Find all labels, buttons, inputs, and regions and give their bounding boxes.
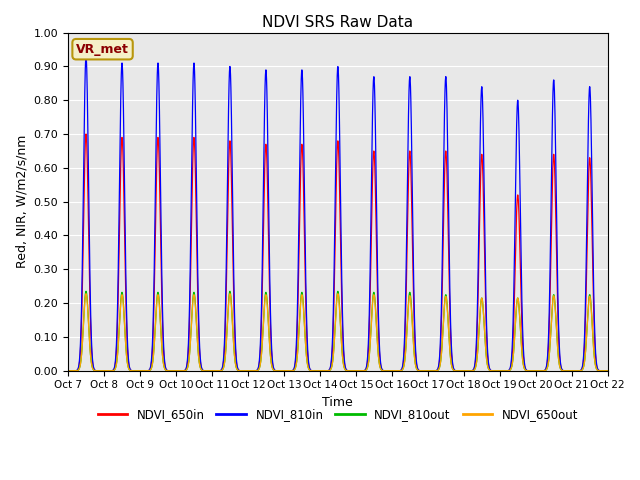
- Line: NDVI_810in: NDVI_810in: [68, 56, 608, 371]
- NDVI_810in: [294, 243, 302, 249]
- NDVI_650in: [294, 274, 302, 280]
- NDVI_650out: [64, 368, 72, 373]
- NDVI_650in: [593, 365, 601, 371]
- Line: NDVI_650in: NDVI_650in: [68, 134, 608, 371]
- NDVI_650out: [82, 291, 90, 297]
- NDVI_650out: [158, 344, 166, 349]
- NDVI_810out: [604, 368, 612, 373]
- NDVI_810in: [158, 270, 166, 276]
- X-axis label: Time: Time: [323, 396, 353, 409]
- NDVI_650in: [604, 368, 612, 373]
- NDVI_810in: [126, 365, 134, 371]
- NDVI_650in: [126, 366, 134, 372]
- NDVI_650in: [64, 368, 72, 373]
- NDVI_810in: [271, 368, 279, 373]
- NDVI_810in: [604, 368, 612, 373]
- NDVI_650out: [126, 367, 134, 373]
- NDVI_810out: [294, 336, 302, 341]
- NDVI_810out: [64, 368, 72, 373]
- NDVI_650in: [535, 368, 543, 373]
- NDVI_650in: [158, 294, 166, 300]
- NDVI_810out: [535, 368, 543, 373]
- NDVI_650out: [593, 367, 601, 373]
- NDVI_810out: [82, 288, 90, 294]
- Y-axis label: Red, NIR, W/m2/s/nm: Red, NIR, W/m2/s/nm: [15, 135, 28, 268]
- Legend: NDVI_650in, NDVI_810in, NDVI_810out, NDVI_650out: NDVI_650in, NDVI_810in, NDVI_810out, NDV…: [93, 403, 582, 426]
- NDVI_650out: [271, 368, 279, 373]
- Line: NDVI_810out: NDVI_810out: [68, 291, 608, 371]
- NDVI_810out: [271, 368, 279, 373]
- NDVI_810out: [593, 367, 601, 373]
- Title: NDVI SRS Raw Data: NDVI SRS Raw Data: [262, 15, 413, 30]
- Line: NDVI_650out: NDVI_650out: [68, 294, 608, 371]
- NDVI_810out: [158, 343, 166, 348]
- NDVI_810out: [126, 367, 134, 373]
- NDVI_650in: [271, 368, 279, 373]
- NDVI_810in: [82, 53, 90, 59]
- NDVI_810in: [535, 368, 543, 373]
- NDVI_650in: [82, 131, 90, 137]
- NDVI_810in: [593, 365, 601, 371]
- Text: VR_met: VR_met: [76, 43, 129, 56]
- NDVI_810in: [64, 368, 72, 373]
- NDVI_650out: [294, 336, 302, 342]
- NDVI_650out: [535, 368, 543, 373]
- NDVI_650out: [604, 368, 612, 373]
